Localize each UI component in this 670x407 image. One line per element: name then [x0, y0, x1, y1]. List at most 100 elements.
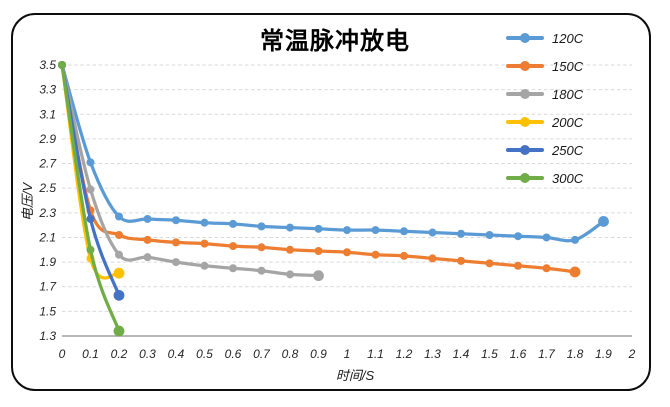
data-point-250C [86, 214, 95, 223]
legend-item-250C: 250C [506, 136, 583, 164]
legend-label: 200C [552, 114, 584, 130]
legend-label: 150C [552, 58, 584, 74]
data-point-180C [257, 266, 266, 275]
legend-marker-icon [506, 117, 544, 128]
data-point-150C [569, 266, 581, 278]
data-point-150C [371, 250, 380, 259]
data-point-180C [286, 270, 294, 279]
legend-marker-icon [506, 173, 544, 184]
x-tick-label: 1.6 [510, 347, 527, 361]
data-point-180C [172, 258, 180, 267]
y-tick-label: 2.5 [38, 181, 56, 195]
data-point-120C [143, 214, 152, 223]
data-point-120C [286, 223, 294, 232]
data-point-180C [313, 270, 324, 282]
x-axis-title: 时间/S [335, 368, 375, 383]
data-point-120C [343, 226, 351, 235]
legend-marker-icon [506, 33, 544, 44]
chart-title: 常温脉冲放电 [260, 28, 410, 55]
x-tick-label: 1.4 [453, 347, 470, 361]
data-point-120C [229, 219, 237, 228]
x-tick-label: 0.6 [225, 347, 242, 361]
data-point-150C [428, 254, 437, 263]
legend-label: 120C [552, 30, 584, 46]
x-tick-label: 1.3 [424, 347, 441, 361]
x-tick-label: 1.7 [538, 347, 556, 361]
data-point-120C [457, 229, 465, 238]
data-point-150C [172, 238, 180, 247]
chart-border [11, 13, 651, 391]
data-point-120C [598, 216, 609, 227]
data-point-180C [115, 250, 123, 259]
data-point-150C [143, 235, 152, 244]
x-tick-label: 0.1 [82, 347, 99, 361]
legend-marker-icon [506, 61, 544, 72]
data-point-150C [457, 256, 465, 265]
data-point-150C [542, 264, 551, 273]
y-tick-label: 2.9 [38, 132, 56, 146]
data-point-300C [58, 61, 66, 69]
y-tick-label: 3.5 [39, 58, 56, 72]
legend-item-180C: 180C [506, 80, 583, 108]
x-tick-label: 2 [628, 347, 636, 361]
data-point-120C [485, 230, 494, 239]
x-tick-label: 0 [59, 347, 66, 361]
y-tick-label: 1.5 [39, 304, 56, 318]
legend-marker-icon [506, 145, 544, 156]
series-line-180C [60, 63, 321, 278]
data-point-150C [400, 251, 408, 260]
x-tick-label: 0.7 [253, 347, 271, 361]
data-point-150C [314, 247, 323, 256]
x-tick-label: 0.5 [196, 347, 213, 361]
data-point-150C [200, 239, 209, 248]
data-point-180C [229, 264, 237, 273]
y-axis-title: 电压/V [20, 182, 35, 222]
data-point-120C [257, 222, 266, 231]
x-tick-label: 1.9 [595, 347, 612, 361]
legend-item-150C: 150C [506, 52, 583, 80]
x-tick-label: 0.9 [310, 347, 327, 361]
x-tick-label: 1.5 [481, 347, 498, 361]
data-point-120C [371, 226, 380, 235]
data-point-150C [257, 243, 266, 252]
y-tick-label: 1.3 [39, 329, 56, 343]
data-point-120C [514, 232, 522, 241]
y-tick-label: 3.3 [39, 83, 56, 97]
data-point-150C [514, 261, 522, 270]
data-point-120C [314, 224, 323, 233]
data-point-200C [113, 267, 125, 279]
x-tick-label: 0.3 [139, 347, 156, 361]
data-point-120C [86, 158, 95, 167]
data-point-150C [229, 242, 237, 251]
legend-item-120C: 120C [506, 24, 583, 52]
x-tick-label: 0.4 [168, 347, 185, 361]
x-tick-label: 1.8 [567, 347, 584, 361]
x-tick-label: 0.8 [282, 347, 299, 361]
data-point-120C [115, 212, 123, 221]
y-tick-label: 1.7 [39, 280, 57, 294]
data-point-120C [571, 235, 579, 244]
x-tick-label: 0.2 [111, 347, 128, 361]
legend-marker-icon [506, 89, 544, 100]
x-tick-label: 1.1 [367, 347, 384, 361]
data-point-250C [113, 289, 125, 301]
legend: 120C 150C 180C 200C 250C 300C [506, 24, 583, 192]
data-point-150C [286, 245, 294, 254]
legend-item-200C: 200C [506, 108, 583, 136]
data-point-300C [86, 245, 95, 254]
data-point-150C [343, 248, 351, 257]
data-point-120C [428, 228, 437, 237]
data-point-120C [172, 216, 180, 225]
x-tick-label: 1.2 [396, 347, 413, 361]
y-tick-label: 2.7 [38, 157, 57, 171]
data-point-180C [86, 185, 95, 194]
series-line-150C [60, 63, 577, 274]
data-point-120C [400, 227, 408, 236]
y-tick-label: 2.3 [38, 206, 56, 220]
legend-label: 300C [552, 170, 584, 186]
legend-label: 250C [552, 142, 584, 158]
legend-label: 180C [552, 86, 584, 102]
data-point-150C [115, 230, 123, 239]
data-point-150C [485, 259, 494, 268]
